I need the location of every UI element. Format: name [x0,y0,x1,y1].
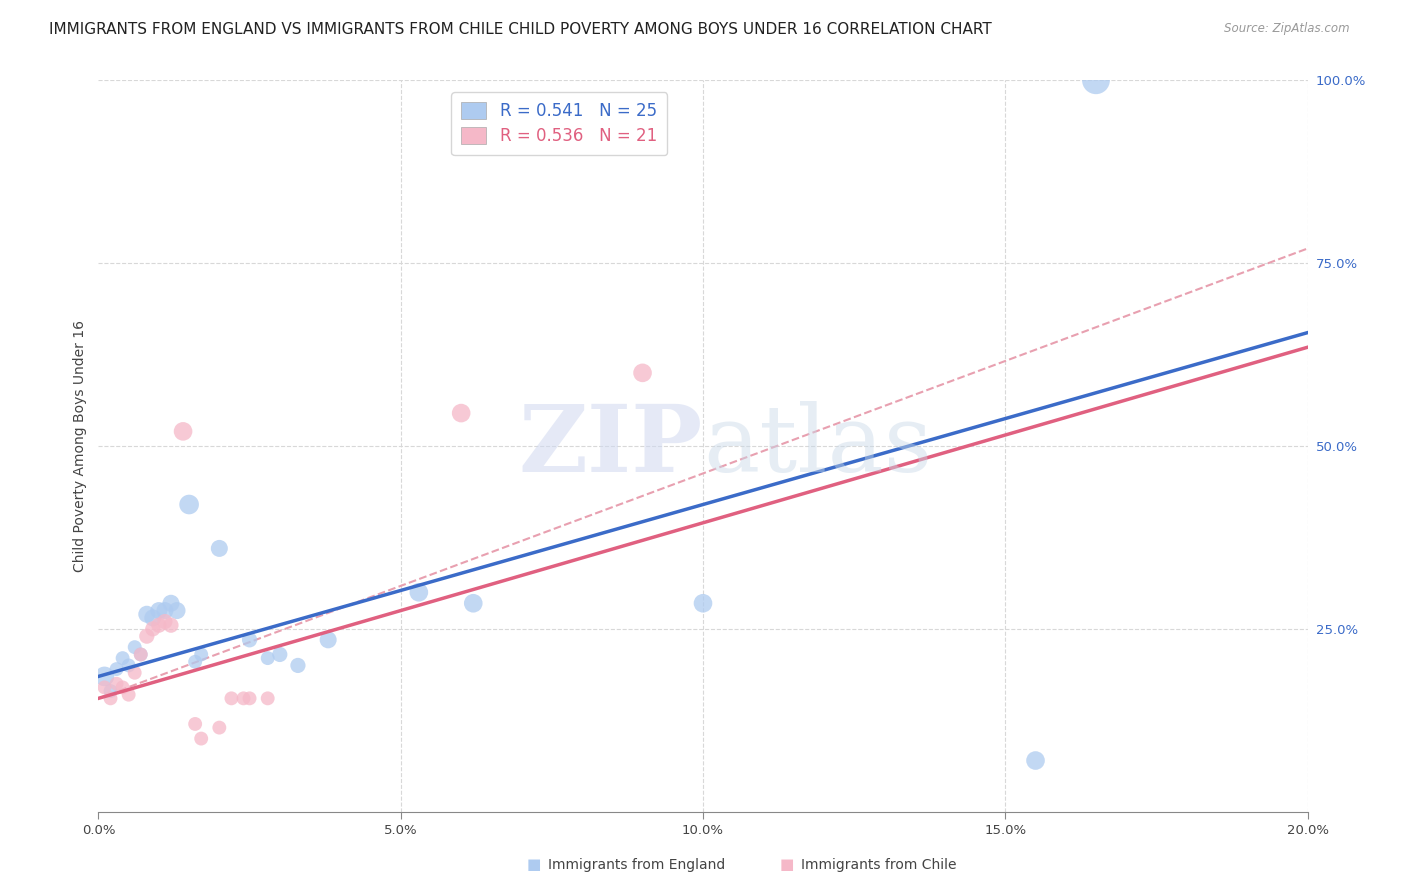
Point [408,585,430,599]
Point [208,541,231,556]
Point [124,665,146,680]
Point [153,603,176,617]
Point [232,691,254,706]
Point [135,629,157,643]
Point [172,425,194,439]
Point [142,622,165,636]
Point [93,669,115,683]
Text: Immigrants from England: Immigrants from England [548,858,725,872]
Point [692,596,714,610]
Point [148,603,170,617]
Point [221,691,243,706]
Point [129,648,152,662]
Point [105,676,128,690]
Text: ■: ■ [527,857,541,872]
Text: atlas: atlas [703,401,932,491]
Point [129,648,152,662]
Point [1024,754,1046,768]
Point [148,618,170,632]
Point [269,648,291,662]
Point [135,607,157,622]
Point [184,717,207,731]
Point [190,648,212,662]
Point [105,662,128,676]
Point [184,655,207,669]
Legend: R = 0.541   N = 25, R = 0.536   N = 21: R = 0.541 N = 25, R = 0.536 N = 21 [451,92,666,155]
Point [100,691,122,706]
Point [239,632,262,647]
Point [160,618,183,632]
Point [93,681,115,695]
Text: ZIP: ZIP [519,401,703,491]
Point [256,691,278,706]
Text: ■: ■ [780,857,794,872]
Point [316,632,339,647]
Point [1085,73,1108,87]
Y-axis label: Child Poverty Among Boys Under 16: Child Poverty Among Boys Under 16 [73,320,87,572]
Point [190,731,212,746]
Point [100,684,122,698]
Point [287,658,309,673]
Point [118,658,141,673]
Point [118,688,141,702]
Point [166,603,188,617]
Point [208,721,231,735]
Point [450,406,472,420]
Text: IMMIGRANTS FROM ENGLAND VS IMMIGRANTS FROM CHILE CHILD POVERTY AMONG BOYS UNDER : IMMIGRANTS FROM ENGLAND VS IMMIGRANTS FR… [49,22,993,37]
Point [153,615,176,629]
Point [124,640,146,655]
Point [142,611,165,625]
Point [160,596,183,610]
Text: Source: ZipAtlas.com: Source: ZipAtlas.com [1225,22,1350,36]
Point [111,651,134,665]
Text: Immigrants from Chile: Immigrants from Chile [801,858,957,872]
Point [111,681,134,695]
Point [631,366,654,380]
Point [463,596,485,610]
Point [239,691,262,706]
Point [179,498,201,512]
Point [256,651,278,665]
